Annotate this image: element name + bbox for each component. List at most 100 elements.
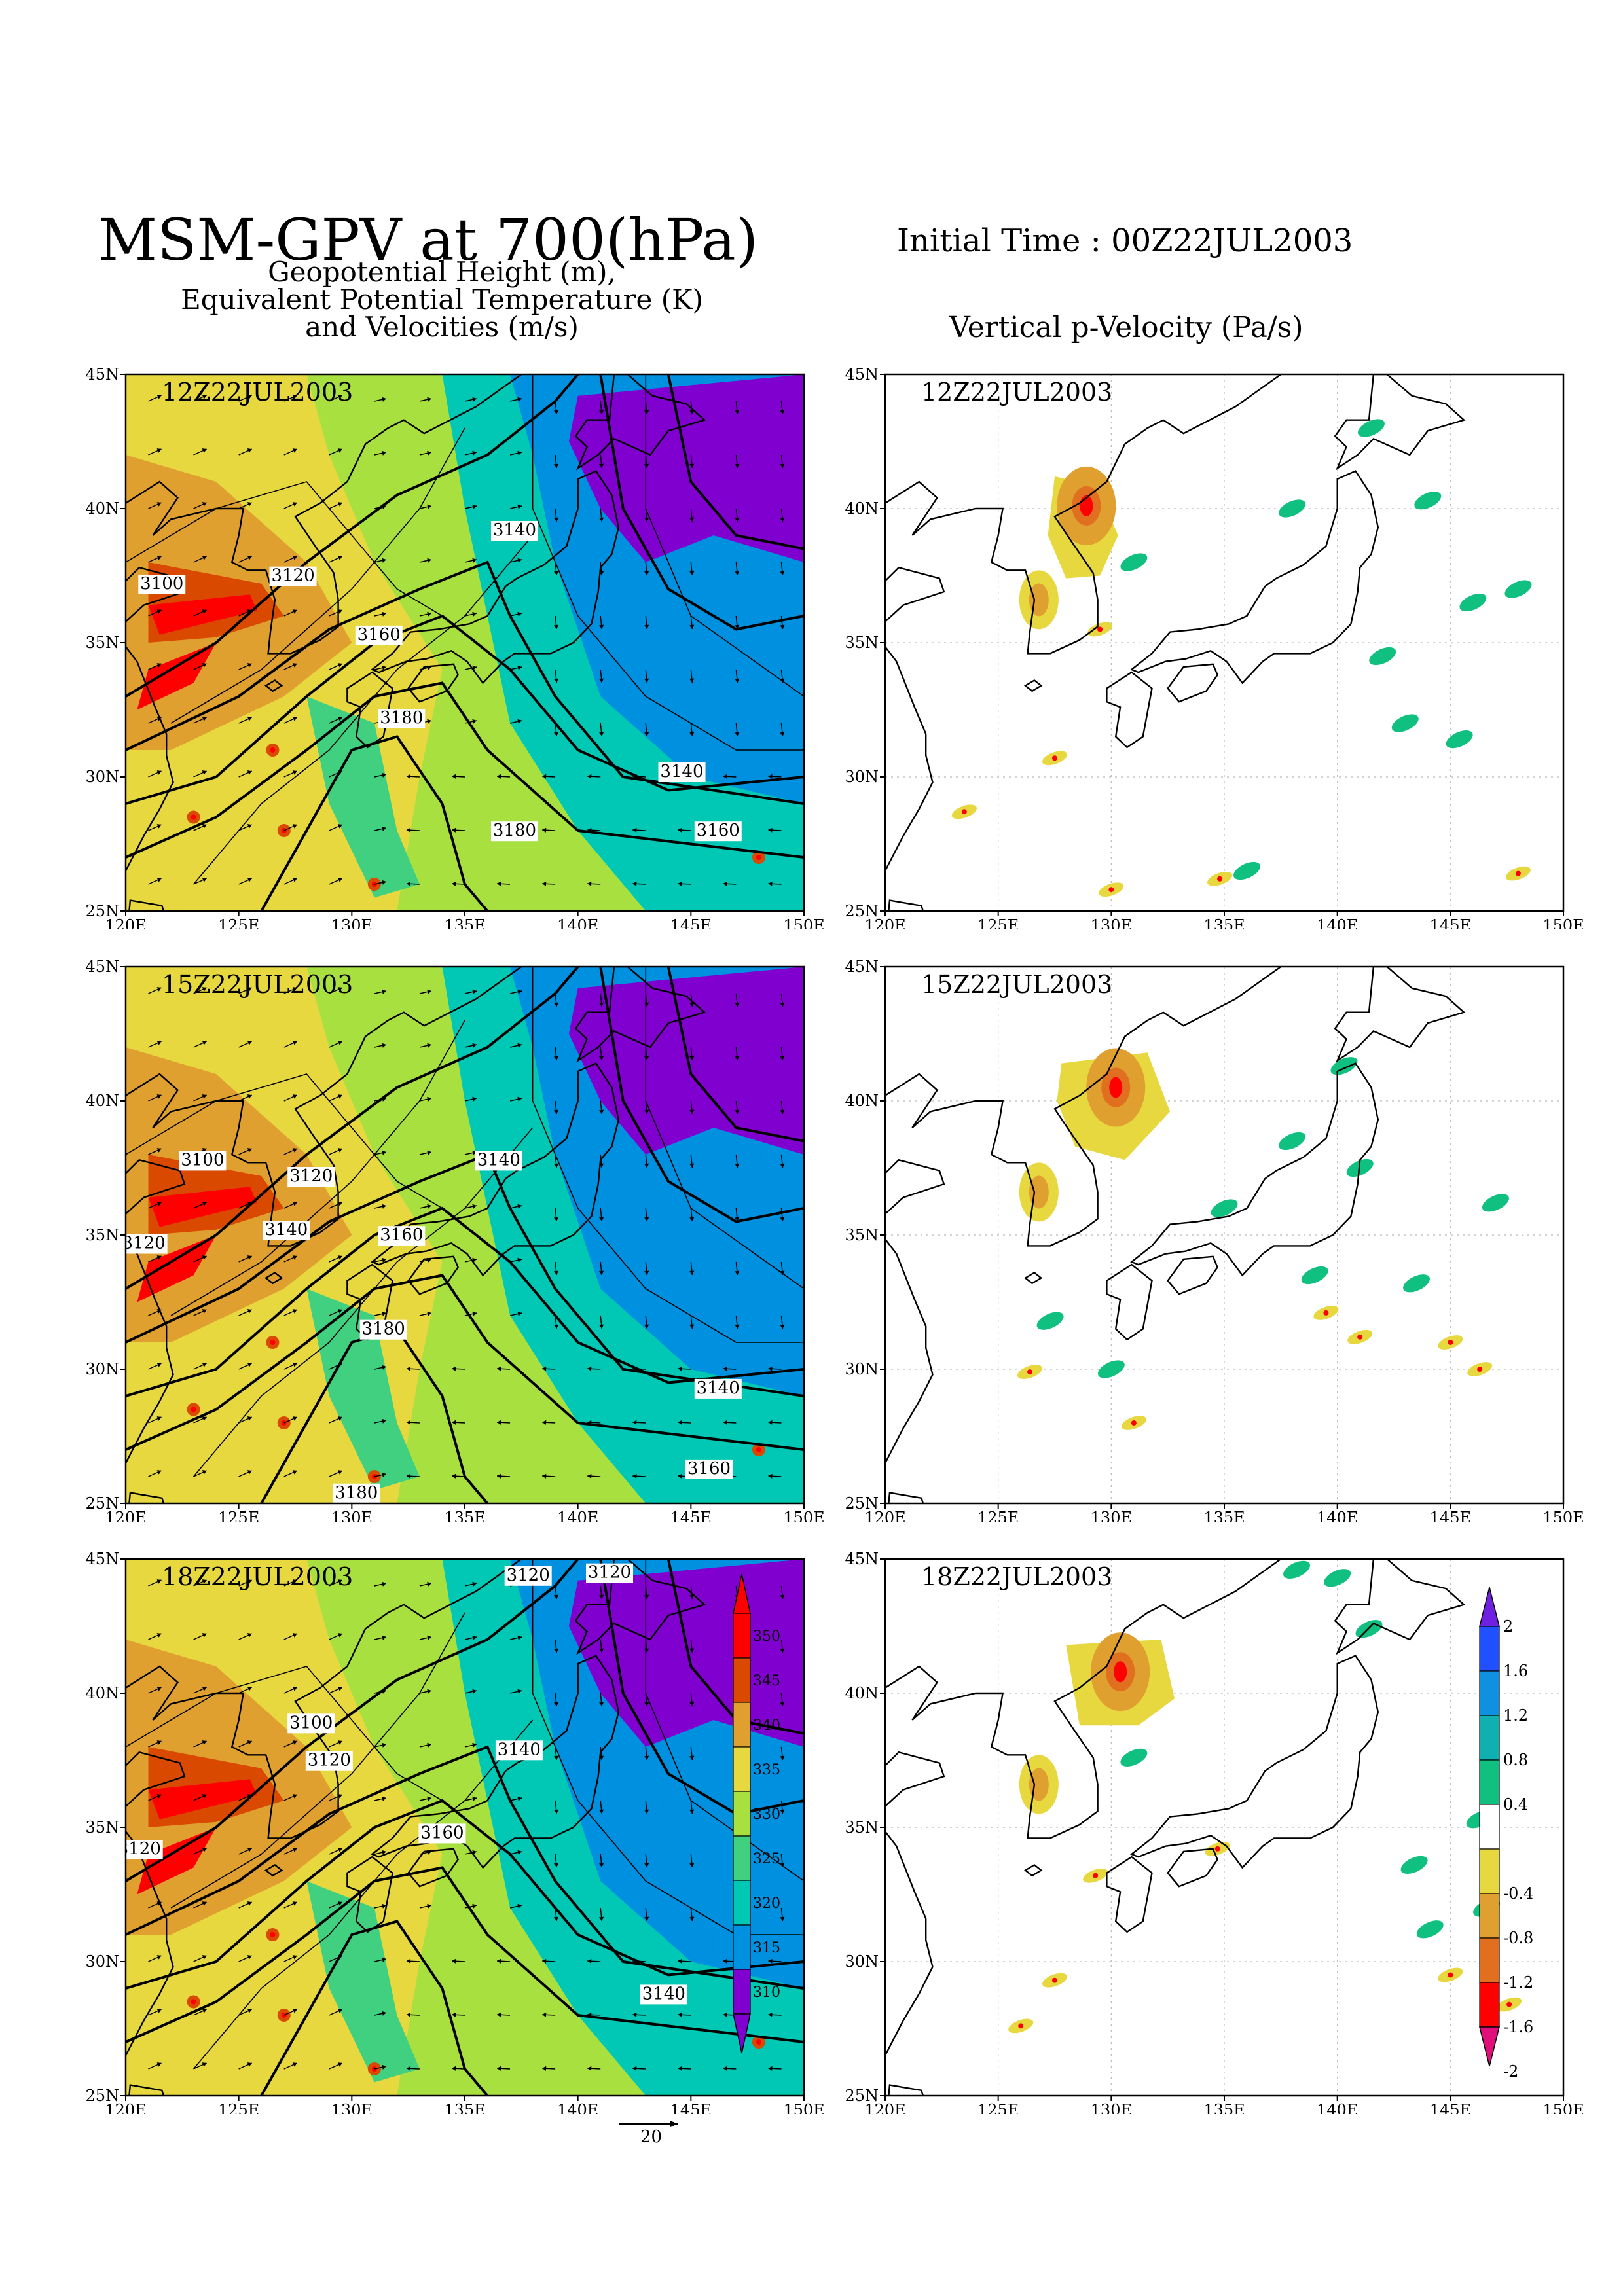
wind-vector-head [382, 558, 386, 563]
lon-tick-label: 140E [1317, 1509, 1358, 1522]
coastline-taiwan [888, 2084, 924, 2096]
wind-vector-head [689, 624, 695, 629]
wind-vector-head [382, 880, 386, 885]
wind-vector-head [599, 1594, 604, 1599]
wind-vector-head [472, 719, 477, 724]
wind-vector-head [472, 1581, 477, 1587]
omega-spot-green [1446, 730, 1473, 749]
coastline-shandong [885, 1751, 945, 2056]
wind-vector-head [202, 1687, 207, 1691]
ept-contour [645, 374, 804, 697]
coastline-sakhalin [618, 1559, 620, 1560]
contour-label-box [685, 1459, 733, 1479]
wind-vector-head [735, 517, 740, 522]
ept-contour [170, 1020, 465, 1316]
wind-vector-head [337, 2062, 342, 2067]
omega-spot-red [1448, 1972, 1453, 1978]
wind-vector-head [587, 881, 592, 886]
lat-tick-label: 30N [845, 768, 879, 786]
colorbar-label: 330 [753, 1806, 780, 1823]
wind-vector-head [406, 881, 411, 886]
omega-spot-red [1357, 1334, 1363, 1340]
wind-vector-head [202, 770, 207, 775]
wind-vector-head [202, 1202, 207, 1206]
lon-tick-label: 130E [1091, 916, 1132, 929]
wind-vector-head [202, 878, 207, 882]
wind-vector-head [247, 1148, 252, 1153]
wind-vector-head [427, 1635, 431, 1640]
ept-contour [532, 374, 804, 751]
coastline-china [885, 1559, 1281, 1839]
wind-vector-head [689, 1863, 695, 1867]
wind-vector-head [517, 1204, 522, 1209]
wind-vector-head [427, 1742, 431, 1748]
contour-label: 3180 [362, 1319, 405, 1339]
wind-vector-head [517, 1689, 522, 1694]
wind-vector-head [247, 1094, 252, 1099]
wind-vector-head [337, 2009, 342, 2013]
colorbar-label: 310 [753, 1984, 780, 2001]
ept-contour [192, 1127, 534, 1477]
wind-vector-head [247, 663, 252, 668]
wind-vector-head [689, 1755, 695, 1760]
contour-label-box [126, 1840, 163, 1859]
contour-label-box [269, 566, 317, 586]
coastline-jeju [1023, 1271, 1043, 1285]
wind-vector-head [292, 663, 297, 668]
contour-label: 3100 [181, 1150, 224, 1170]
wind-vector-head [497, 774, 501, 779]
wind-vector-head [553, 1109, 559, 1114]
wind-vector-head [247, 1309, 252, 1314]
wind-vector-head [587, 2012, 592, 2017]
wind-vector-head [553, 517, 559, 522]
contour-label-box [378, 709, 426, 728]
lon-tick-label: 150E [783, 916, 824, 929]
wind-vector-head [599, 624, 604, 629]
wind-vector-head [587, 1958, 592, 1964]
wind-vector-head [202, 1470, 207, 1475]
wind-vector-head [382, 1043, 386, 1048]
wind-vector-head [247, 878, 252, 882]
omega-spot-green [1369, 647, 1396, 666]
coastline-china [126, 1559, 522, 1839]
lon-tick-label: 125E [977, 916, 1019, 929]
lon-tick-label: 120E [864, 916, 905, 929]
wind-vector-head [247, 1901, 252, 1906]
lon-tick-label: 130E [1091, 2101, 1132, 2114]
wind-vector-head [156, 1041, 162, 1045]
wind-vector-head [406, 1958, 411, 1964]
coastline-group [885, 374, 1466, 911]
wind-vector-head [689, 1163, 695, 1168]
wind-vector-head [553, 571, 559, 575]
wind-vector-head [632, 2066, 637, 2071]
colorbar-label: -2 [1503, 2062, 1518, 2081]
wind-vector-head [542, 1420, 547, 1425]
wind-vector-head [644, 1217, 649, 1221]
omega-spot-red [1052, 1977, 1057, 1983]
lon-tick-label: 125E [218, 916, 259, 929]
wind-vector-head [292, 1309, 297, 1314]
colorbar-label: -1.6 [1503, 2018, 1533, 2036]
omega-spot-red [1477, 1367, 1483, 1372]
wind-vector-head [292, 1148, 297, 1153]
ept-contour [645, 967, 804, 1289]
wind-vector-head [382, 504, 386, 509]
contour-label-box [138, 575, 186, 594]
omega-spot-green [1400, 1856, 1428, 1874]
coastline-sakhalin [619, 959, 646, 967]
contour-label-box [658, 762, 706, 782]
wind-vector-head [156, 1633, 162, 1638]
wind-vector-head [517, 1096, 522, 1102]
omega-spot-red [1448, 1340, 1453, 1345]
lat-tick-label: 40N [845, 499, 879, 518]
wind-vector-head [472, 1689, 477, 1694]
ept-field: 3100 3120 3140 3120 3140 3160 3180 3140 3160 3180 [126, 959, 804, 1503]
wind-vector-head [780, 571, 785, 575]
wind-vector-head [337, 1740, 342, 1745]
wind-vector-head [780, 1648, 785, 1653]
omega-field [885, 1559, 1563, 2096]
wind-vector-head [599, 1002, 604, 1007]
lat-tick-label: 30N [85, 768, 119, 786]
wind-vector-head [517, 1796, 522, 1801]
wind-vector-head [689, 1324, 695, 1329]
